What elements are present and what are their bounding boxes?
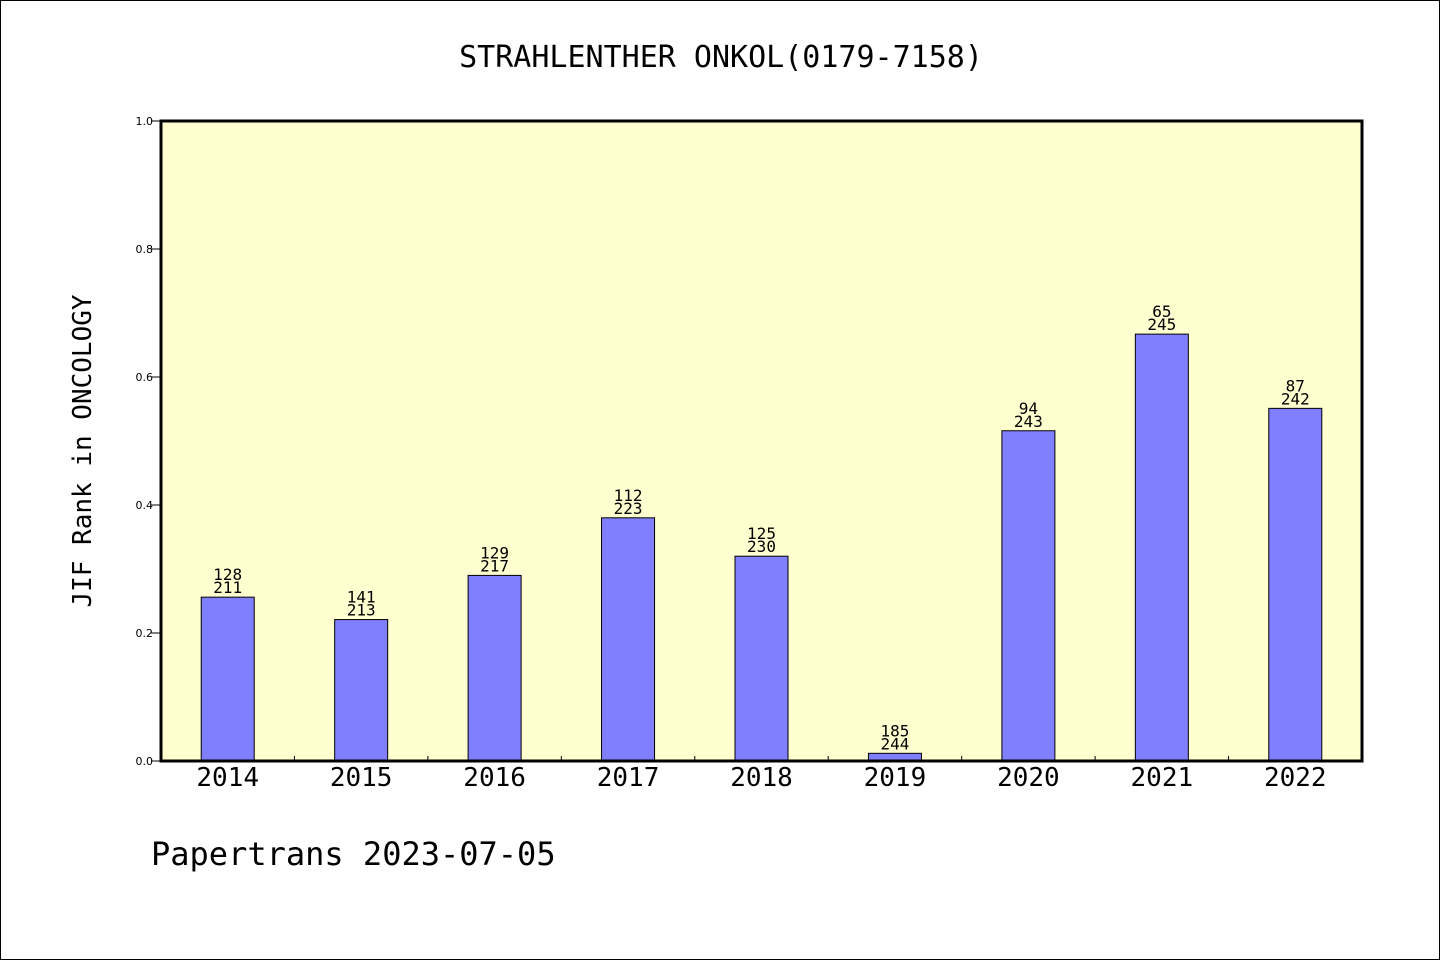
bar-rank-label: 185 — [880, 721, 909, 740]
y-tick-label: 0.6 — [136, 371, 154, 384]
bar-total-label: 244 — [880, 734, 909, 753]
bar-total-label: 223 — [614, 499, 643, 518]
x-tick-label: 2014 — [196, 763, 259, 793]
bar-total-label: 217 — [480, 556, 509, 575]
bar-total-label: 242 — [1281, 389, 1310, 408]
bar-rank-label: 94 — [1019, 399, 1038, 418]
bar-2022 — [1268, 407, 1323, 762]
bar-total-label: 213 — [347, 601, 376, 620]
plot-border — [159, 119, 1364, 763]
bar-rank-label: 129 — [480, 543, 509, 562]
x-tick-label: 2019 — [864, 763, 927, 793]
bar-total-label: 230 — [747, 537, 776, 556]
bar-rank-label: 87 — [1286, 376, 1305, 395]
bar-rank-label: 125 — [747, 524, 776, 543]
x-tick-label: 2015 — [330, 763, 393, 793]
bar-rank-label: 128 — [213, 565, 242, 584]
chart-title: STRAHLENTHER ONKOL(0179-7158) — [459, 40, 983, 75]
bar-2020 — [1001, 430, 1056, 762]
bar-rank-label: 112 — [614, 486, 643, 505]
bar-2014 — [200, 596, 255, 762]
footer-text: Papertrans 2023-07-05 — [151, 835, 556, 873]
y-axis-label: JIF Rank in ONCOLOGY — [68, 294, 98, 607]
x-axis-ticks: 2014 2015 2016 2017 2018 2019 2020 2021 2022 — [196, 756, 1327, 793]
y-tick-label: 0.0 — [136, 755, 154, 768]
x-tick-label: 2018 — [730, 763, 793, 793]
x-tick-label: 2017 — [597, 763, 660, 793]
bar-total-label: 211 — [213, 578, 242, 597]
x-tick-label: 2022 — [1264, 763, 1327, 793]
bar-2016 — [467, 574, 522, 762]
y-tick-label: 0.4 — [136, 499, 154, 512]
y-tick-label: 1.0 — [136, 115, 154, 128]
bar-2017 — [601, 517, 656, 762]
y-tick-label: 0.8 — [136, 243, 154, 256]
x-tick-label: 2021 — [1131, 763, 1194, 793]
bar-2015 — [334, 619, 389, 762]
bar-rank-label: 65 — [1152, 302, 1171, 321]
bar-total-label: 243 — [1014, 412, 1043, 431]
bar-rank-label: 141 — [347, 588, 376, 607]
bar-2018 — [734, 555, 789, 762]
x-tick-label: 2020 — [997, 763, 1060, 793]
y-tick-label: 0.2 — [136, 627, 154, 640]
bar-2021 — [1134, 333, 1189, 762]
y-axis-ticks: 0.0 0.2 0.4 0.6 0.8 1.0 — [136, 115, 161, 768]
bar-total-label: 245 — [1147, 315, 1176, 334]
x-tick-label: 2016 — [463, 763, 526, 793]
